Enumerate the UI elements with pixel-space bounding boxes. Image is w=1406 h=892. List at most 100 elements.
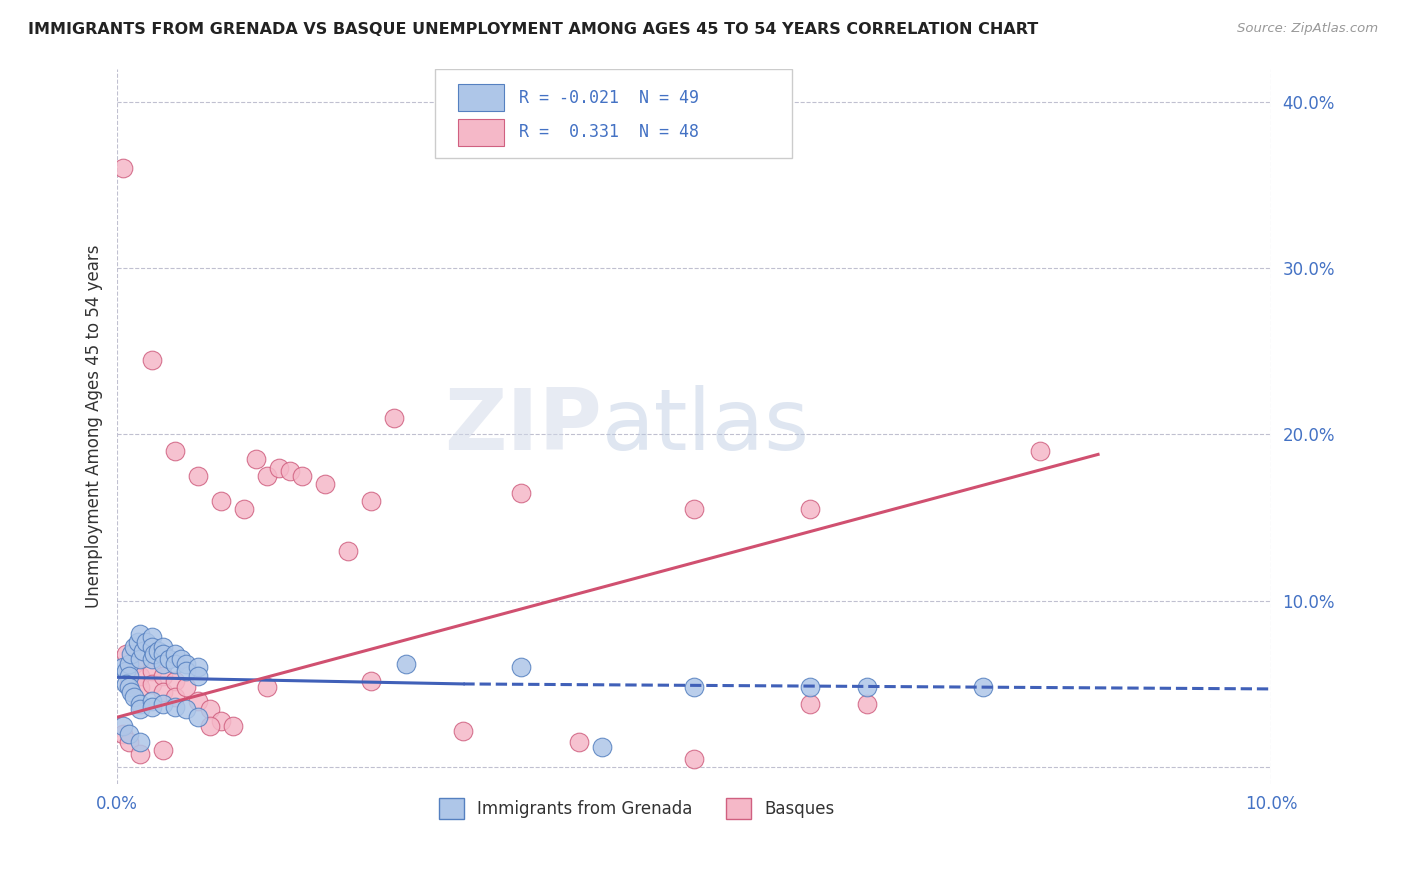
Point	[129, 680, 152, 694]
Point	[163, 700, 186, 714]
FancyBboxPatch shape	[434, 69, 792, 158]
Point	[135, 635, 157, 649]
Point	[683, 680, 706, 694]
Point	[382, 410, 405, 425]
Point	[141, 631, 163, 645]
Point	[129, 652, 152, 666]
Legend: Immigrants from Grenada, Basques: Immigrants from Grenada, Basques	[432, 792, 841, 825]
Point	[972, 680, 994, 694]
Point	[131, 643, 153, 657]
Point	[1029, 444, 1052, 458]
Text: atlas: atlas	[602, 384, 810, 467]
Point	[129, 702, 152, 716]
Point	[111, 727, 134, 741]
Point	[176, 664, 198, 678]
Point	[118, 680, 141, 694]
Point	[129, 697, 152, 711]
Point	[187, 693, 209, 707]
Text: R = -0.021  N = 49: R = -0.021 N = 49	[519, 89, 699, 107]
Point	[591, 740, 613, 755]
Point	[129, 627, 152, 641]
Point	[111, 718, 134, 732]
Point	[141, 352, 163, 367]
Text: R =  0.331  N = 48: R = 0.331 N = 48	[519, 123, 699, 141]
Point	[129, 747, 152, 761]
Point	[291, 469, 314, 483]
Point	[187, 660, 209, 674]
Point	[799, 697, 821, 711]
Point	[152, 743, 174, 757]
Point	[124, 640, 146, 655]
Point	[152, 657, 174, 671]
Point	[176, 657, 198, 671]
FancyBboxPatch shape	[457, 84, 503, 112]
Y-axis label: Unemployment Among Ages 45 to 54 years: Unemployment Among Ages 45 to 54 years	[86, 244, 103, 607]
Point	[198, 702, 221, 716]
Point	[163, 647, 186, 661]
Point	[115, 664, 138, 678]
Point	[115, 677, 138, 691]
Point	[510, 485, 533, 500]
Point	[209, 714, 232, 728]
Point	[169, 652, 191, 666]
Point	[120, 647, 142, 661]
Point	[118, 668, 141, 682]
Point	[314, 477, 336, 491]
Point	[152, 668, 174, 682]
Point	[115, 647, 138, 661]
Point	[141, 652, 163, 666]
Point	[120, 685, 142, 699]
Point	[163, 673, 186, 688]
Point	[453, 723, 475, 738]
Point	[157, 652, 180, 666]
Point	[163, 657, 186, 671]
Point	[141, 640, 163, 655]
Point	[111, 660, 134, 674]
Point	[176, 680, 198, 694]
Point	[152, 647, 174, 661]
Text: ZIP: ZIP	[444, 384, 602, 467]
Point	[141, 693, 163, 707]
Point	[856, 680, 879, 694]
Point	[683, 752, 706, 766]
FancyBboxPatch shape	[457, 119, 503, 145]
Point	[143, 647, 166, 661]
Point	[163, 444, 186, 458]
Point	[221, 718, 243, 732]
Point	[187, 710, 209, 724]
Point	[118, 657, 141, 671]
Point	[152, 685, 174, 699]
Text: IMMIGRANTS FROM GRENADA VS BASQUE UNEMPLOYMENT AMONG AGES 45 TO 54 YEARS CORRELA: IMMIGRANTS FROM GRENADA VS BASQUE UNEMPL…	[28, 22, 1039, 37]
Point	[127, 635, 149, 649]
Point	[245, 452, 267, 467]
Point	[683, 502, 706, 516]
Point	[187, 668, 209, 682]
Point	[395, 657, 418, 671]
Point	[568, 735, 591, 749]
Point	[187, 469, 209, 483]
Point	[124, 690, 146, 705]
Point	[799, 502, 821, 516]
Point	[360, 673, 382, 688]
Text: Source: ZipAtlas.com: Source: ZipAtlas.com	[1237, 22, 1378, 36]
Point	[233, 502, 256, 516]
Point	[141, 664, 163, 678]
Point	[118, 677, 141, 691]
Point	[141, 677, 163, 691]
Point	[256, 469, 278, 483]
Point	[176, 702, 198, 716]
Point	[336, 544, 359, 558]
Point	[198, 718, 221, 732]
Point	[146, 643, 169, 657]
Point	[267, 460, 290, 475]
Point	[152, 640, 174, 655]
Point	[256, 680, 278, 694]
Point	[111, 161, 134, 176]
Point	[124, 657, 146, 671]
Point	[152, 697, 174, 711]
Point	[209, 494, 232, 508]
Point	[163, 690, 186, 705]
Point	[129, 735, 152, 749]
Point	[799, 680, 821, 694]
Point	[278, 464, 301, 478]
